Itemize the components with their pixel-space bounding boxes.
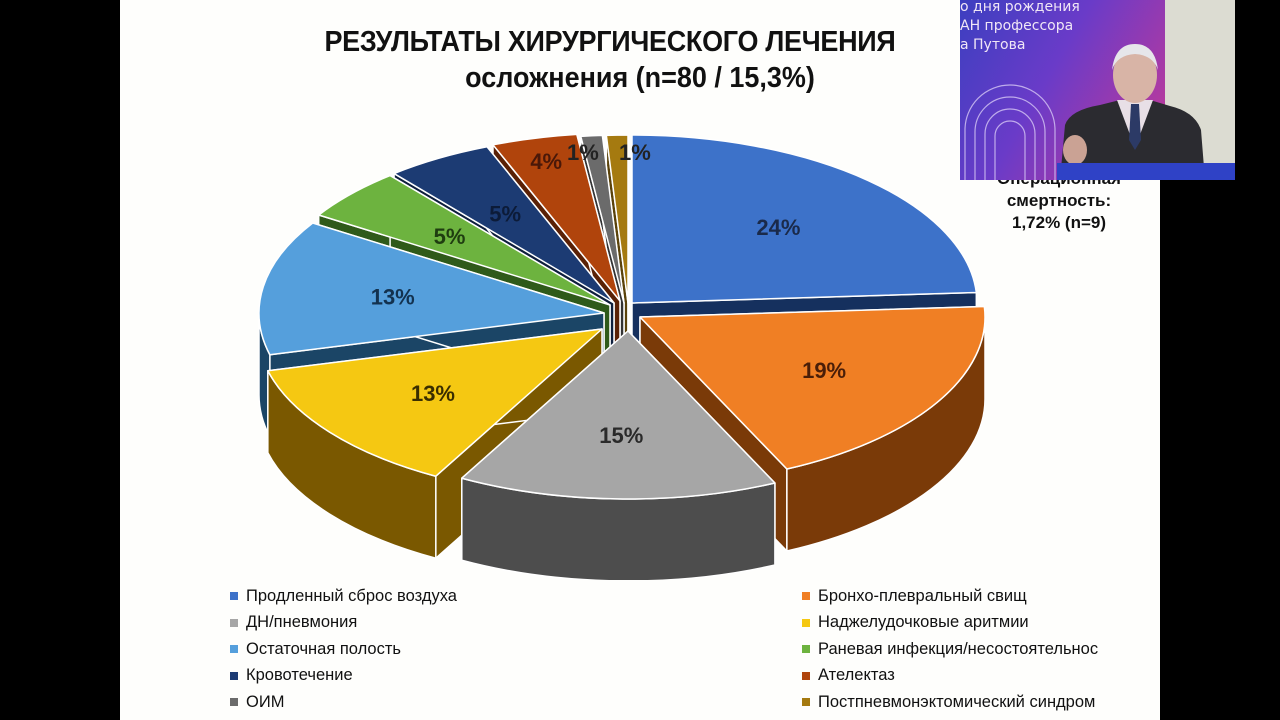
legend-item: Бронхо-плевральный свищ (802, 583, 1098, 610)
legend-label: Кровотечение (246, 666, 353, 685)
legend-label: ОИМ (246, 692, 285, 711)
legend-label: Постпневмонэктомический синдром (818, 692, 1096, 711)
event-banner-text: о дня рождения АН профессора а Путова (960, 0, 1160, 55)
legend-swatch (230, 592, 238, 601)
legend-swatch (802, 671, 810, 680)
slice-label: 4% (530, 149, 562, 174)
slice-label: 15% (599, 423, 643, 448)
legend-item: Остаточная полость (230, 636, 457, 663)
legend-swatch (230, 618, 238, 627)
legend-label: Ателектаз (818, 666, 895, 685)
legend-label: Остаточная полость (246, 639, 402, 658)
banner-line: АН профессора (960, 18, 1074, 34)
slice-label: 24% (756, 215, 800, 240)
podium (1057, 163, 1235, 180)
speaker-figure (1060, 44, 1205, 180)
slice-label: 1% (567, 140, 599, 165)
legend-label: Раневая инфекция/несостоятельнос (818, 639, 1099, 658)
mortality-line-2: смертность: (1006, 191, 1112, 210)
slide-title: РЕЗУЛЬТАТЫ ХИРУРГИЧЕСКОГО ЛЕЧЕНИЯ (324, 26, 896, 58)
legend-label: ДН/пневмония (246, 613, 358, 632)
legend-label: Наджелудочковые аритмии (818, 613, 1029, 632)
banner-line: о дня рождения (960, 0, 1080, 15)
slice-label: 13% (371, 285, 415, 310)
slice-label: 13% (411, 381, 455, 406)
slide-subtitle: осложнения (n=80 / 15,3%) (465, 62, 815, 94)
legend-item: ОИМ (230, 689, 457, 716)
legend-item: Постпневмонэктомический синдром (802, 689, 1098, 716)
legend-label: Бронхо-плевральный свищ (818, 586, 1027, 605)
slice-label: 1% (619, 140, 651, 165)
legend-swatch (802, 698, 810, 707)
legend-item: Кровотечение (230, 663, 457, 690)
legend-item: ДН/пневмония (230, 610, 457, 637)
legend-label: Продленный сброс воздуха (246, 586, 457, 605)
legend-swatch (230, 645, 238, 654)
speaker-video-overlay[interactable]: о дня рождения АН профессора а Путова (960, 0, 1235, 180)
legend-swatch (802, 645, 810, 654)
slice-label: 5% (489, 201, 521, 226)
pie-chart: 1%1%4%5%24%5%13%19%13%15% (258, 133, 986, 580)
legend-swatch (802, 592, 810, 601)
banner-line: а Путова (960, 37, 1026, 53)
pie-slice (461, 330, 776, 580)
slice-label: 19% (802, 358, 846, 383)
legend-item: Наджелудочковые аритмии (802, 610, 1098, 637)
mortality-value: 1,72% (n=9) (1011, 213, 1106, 232)
legend-swatch (230, 698, 238, 707)
legend-swatch (802, 618, 810, 627)
legend-right-column: Бронхо-плевральный свищ Наджелудочковые … (802, 583, 1098, 716)
legend-swatch (230, 671, 238, 680)
legend-item: Раневая инфекция/несостоятельнос (802, 636, 1098, 663)
legend-left-column: Продленный сброс воздуха ДН/пневмония Ос… (230, 583, 457, 716)
slice-label: 5% (434, 224, 466, 249)
legend-item: Продленный сброс воздуха (230, 583, 457, 610)
legend-item: Ателектаз (802, 663, 1098, 690)
banner-arcs-decoration (964, 84, 1056, 180)
